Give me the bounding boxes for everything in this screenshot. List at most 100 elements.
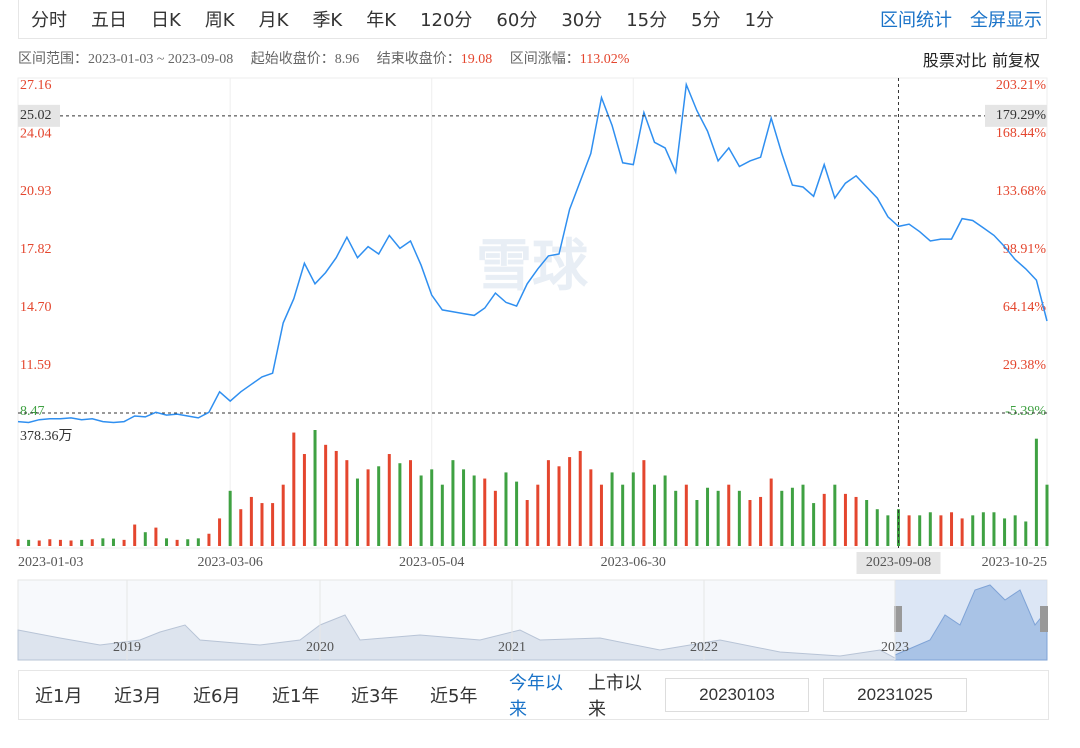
- volume-bar: [642, 460, 646, 546]
- volume-bar: [684, 484, 688, 546]
- tab-action[interactable]: 全屏显示: [970, 10, 1042, 31]
- period-button[interactable]: 今年以来: [509, 673, 563, 720]
- volume-bar: [674, 490, 678, 546]
- volume-bar: [1003, 518, 1007, 546]
- volume-bar: [27, 539, 31, 546]
- tab[interactable]: 季K: [312, 10, 343, 31]
- volume-bar: [302, 454, 306, 546]
- tab[interactable]: 年K: [366, 10, 397, 31]
- volume-bar: [101, 538, 105, 546]
- tab[interactable]: 月K: [258, 10, 289, 31]
- volume-bar: [207, 533, 211, 546]
- volume-bar: [525, 500, 529, 546]
- tab[interactable]: 15分: [626, 10, 668, 31]
- option[interactable]: 前复权: [991, 51, 1040, 70]
- tab[interactable]: 日K: [151, 10, 181, 31]
- volume-bar: [727, 484, 731, 546]
- period-button[interactable]: 近3月: [114, 686, 162, 707]
- period-button[interactable]: 近5年: [430, 686, 478, 707]
- tab[interactable]: 120分: [420, 10, 473, 31]
- volume-bar: [833, 484, 837, 546]
- volume-bar: [557, 466, 561, 546]
- period-button[interactable]: 上市以来: [588, 673, 642, 720]
- y-tick-label: 11.59: [20, 358, 51, 373]
- price-line: [17, 81, 1048, 424]
- tab-action[interactable]: 区间统计: [880, 10, 952, 31]
- volume-bar: [387, 454, 391, 546]
- volume-bar: [239, 509, 243, 546]
- label: 起始收盘价：: [250, 52, 335, 67]
- option[interactable]: 股票对比: [922, 51, 987, 70]
- volume-bar: [175, 539, 179, 546]
- tab[interactable]: 五日: [91, 10, 127, 31]
- tab[interactable]: 5分: [691, 10, 721, 31]
- crosshair-y2-label: 179.29%: [996, 108, 1047, 123]
- period-button[interactable]: 近1月: [35, 686, 83, 707]
- volume-bar: [737, 490, 741, 546]
- tab[interactable]: 1分: [744, 10, 775, 31]
- volume-bar: [165, 538, 169, 546]
- volume-bar: [621, 484, 625, 546]
- volume-bar: [334, 450, 338, 546]
- x-tick-label: 2023-03-06: [198, 555, 263, 570]
- tab[interactable]: 周K: [204, 10, 235, 31]
- y-tick-label: 14.70: [20, 300, 52, 315]
- volume-bar: [695, 500, 699, 546]
- navigator-area-selected: [894, 584, 1048, 661]
- navigator-handle[interactable]: [1040, 606, 1048, 632]
- info-bar: 区间范围：2023-01-03 ~ 2023-09-08 起始收盘价：8.96 …: [18, 48, 643, 68]
- x-tick-label: 2023-05-04: [399, 555, 464, 570]
- value: 19.08: [460, 52, 493, 67]
- volume-bar: [578, 450, 582, 546]
- x-tick-label: 2023-10-25: [982, 555, 1047, 570]
- period-button[interactable]: 近6月: [193, 686, 241, 707]
- volume-bar: [440, 484, 444, 546]
- period-button[interactable]: 近3年: [351, 686, 399, 707]
- navigator-area: [17, 614, 896, 661]
- volume-bar: [886, 515, 890, 546]
- tab[interactable]: 60分: [496, 10, 538, 31]
- volume-bar: [111, 538, 115, 546]
- volume-bar: [790, 487, 794, 546]
- navigator-year: 2020: [306, 640, 334, 655]
- tab[interactable]: 30分: [561, 10, 603, 31]
- volume-bar: [854, 496, 858, 546]
- watermark: 雪球: [476, 234, 589, 299]
- volume-bar: [907, 515, 911, 546]
- volume-bar: [228, 490, 232, 546]
- volume-bar: [960, 518, 964, 546]
- volume-bar: [271, 503, 275, 546]
- date-input[interactable]: 20230103: [665, 678, 809, 712]
- period-button[interactable]: 近1年: [272, 686, 320, 707]
- volume-bar: [90, 539, 94, 546]
- volume-bar: [992, 512, 996, 546]
- volume-bar: [122, 539, 126, 546]
- volume-bar: [398, 463, 402, 546]
- y-tick-label: 27.16: [20, 78, 52, 93]
- tab-actions: 区间统计 全屏显示: [866, 6, 1046, 32]
- volume-bar: [663, 475, 667, 546]
- volume-bar: [281, 484, 285, 546]
- volume-bar: [706, 487, 710, 546]
- tab[interactable]: 分时: [31, 10, 67, 31]
- plot-frame: [17, 77, 1048, 549]
- volume-bar: [48, 539, 52, 546]
- volume-bar: [409, 460, 413, 546]
- volume-bar: [1013, 515, 1017, 546]
- volume-bar: [950, 512, 954, 546]
- date-input[interactable]: 20231025: [823, 678, 967, 712]
- volume-bar: [355, 478, 359, 546]
- volume-bar: [324, 444, 328, 546]
- label: 结束收盘价：: [376, 52, 461, 67]
- volume-bar: [313, 430, 317, 546]
- volume-bar: [260, 503, 264, 546]
- crosshair-date-box: [856, 552, 941, 574]
- volume-bar: [504, 472, 508, 546]
- volume-bar: [568, 457, 572, 546]
- volume-bar: [366, 469, 370, 546]
- navigator-year: 2019: [113, 640, 141, 655]
- volume-bar: [981, 512, 985, 546]
- navigator-handle[interactable]: [894, 606, 902, 632]
- volume-bar: [748, 500, 752, 546]
